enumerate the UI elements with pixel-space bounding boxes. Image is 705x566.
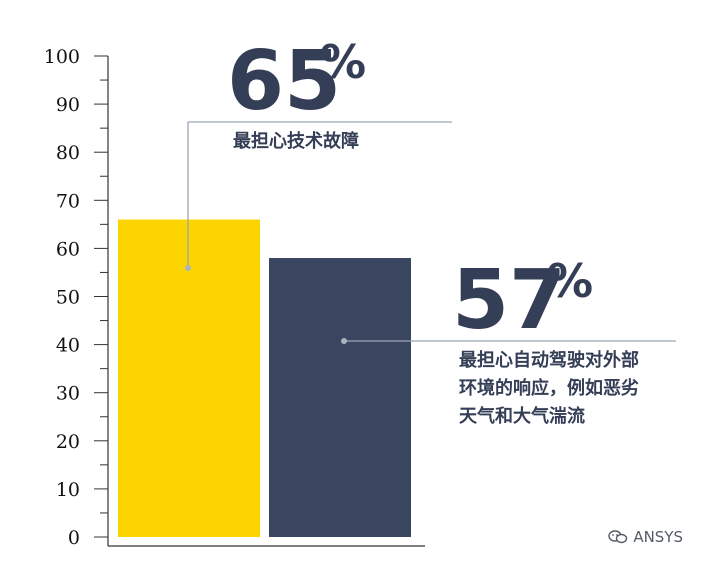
y-tick-label: 100 [44,46,80,68]
wechat-icon [608,530,628,544]
callout-2-label: 天气和大气湍流 [459,405,585,427]
y-tick-label: 40 [56,335,80,357]
y-tick-label: 50 [56,287,80,309]
y-tick-label: 10 [56,479,80,501]
bar-1 [118,219,260,538]
callout-2-unit: % [547,254,593,308]
y-tick-label: 30 [56,383,80,405]
y-tick-label: 70 [56,190,80,212]
callout-1-value: 65 [227,34,341,129]
callout-1-unit: % [320,35,366,89]
callout-2-label: 最担心自动驾驶对外部 [459,349,639,371]
y-tick-label: 20 [56,431,80,453]
callout-1-label: 最担心技术故障 [233,130,359,152]
y-tick-label: 90 [56,94,80,116]
y-tick-label: 80 [56,142,80,164]
watermark: ANSYS [608,528,683,546]
watermark-text: ANSYS [633,528,683,546]
bar-2 [269,258,411,537]
callout-2-label: 环境的响应，例如恶劣 [459,377,639,399]
callout-2-value: 57 [452,253,566,348]
callout-1-dot [185,265,191,271]
y-tick-label: 60 [56,238,80,260]
callout-2-dot [341,338,347,344]
y-tick-label: 0 [68,527,80,549]
